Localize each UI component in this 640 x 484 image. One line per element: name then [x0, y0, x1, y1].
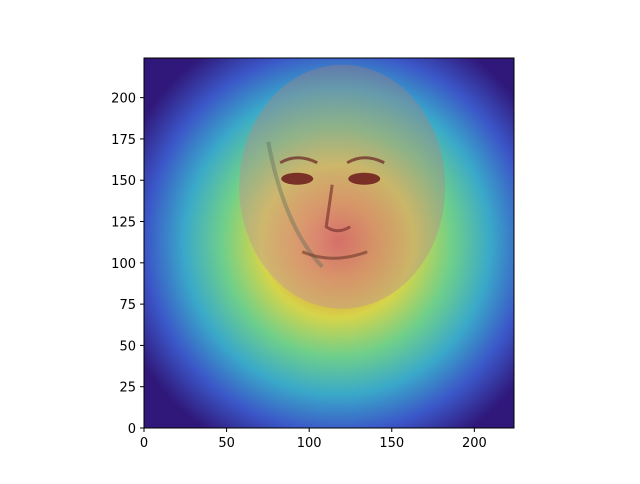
y-tick-label: 25 — [119, 381, 136, 396]
y-tick-label: 175 — [111, 133, 136, 148]
plot-area — [144, 58, 514, 428]
y-tick-label: 200 — [111, 92, 136, 107]
y-tick-label: 50 — [119, 339, 136, 354]
face-shape — [239, 65, 445, 309]
face-image — [239, 65, 445, 309]
y-tick-label: 100 — [111, 257, 136, 272]
y-tick-label: 150 — [111, 174, 136, 189]
x-tick-label: 200 — [462, 436, 487, 451]
right-eye — [348, 173, 380, 185]
y-tick-label: 75 — [119, 298, 136, 313]
x-axis: 0 50 100 150 200 — [140, 428, 487, 451]
x-tick-label: 100 — [297, 436, 322, 451]
y-tick-label: 0 — [128, 422, 136, 437]
x-tick-label: 50 — [218, 436, 235, 451]
y-tick-label: 125 — [111, 216, 136, 231]
left-eye — [281, 173, 313, 185]
y-axis: 0 25 50 75 100 125 150 175 200 — [111, 92, 144, 437]
x-tick-label: 150 — [379, 436, 404, 451]
x-tick-label: 0 — [140, 436, 148, 451]
